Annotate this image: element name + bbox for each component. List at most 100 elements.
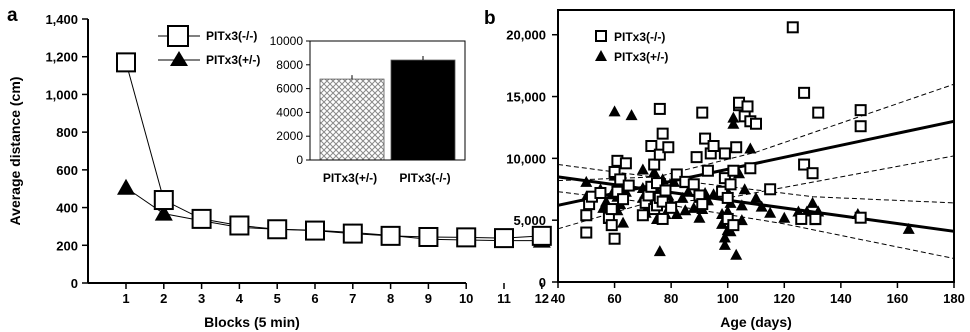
panel-b-square-point (798, 86, 811, 99)
panel-a-x-tick-label: 12 (535, 291, 549, 306)
panel-a-square-point (418, 226, 439, 247)
panel-b-triangle-point (667, 175, 680, 187)
panel-b-triangle-point (727, 117, 740, 129)
panel-a-x-ticks: 1 2 3 4 5 6 7 8 9 10 11 12 (122, 283, 549, 306)
panel-b-square-point (636, 209, 649, 222)
panel-b-square-point (806, 167, 819, 180)
panel-b-triangle-point (625, 109, 638, 121)
panel-b-square-point (730, 141, 743, 154)
legend-label-het: PITx3(+/-) (614, 50, 668, 64)
panel-b-square-point (741, 100, 754, 113)
panel-a-square-point (305, 220, 325, 241)
panel-b-triangle-point (902, 222, 915, 234)
panel-b-square-point (699, 132, 712, 145)
panel-b-triangle-point (718, 238, 731, 250)
panel-a-y-tick-label: 800 (56, 125, 78, 140)
panel-b-y-ticks: 0 5,000 10,000 15,000 20,000 (506, 28, 558, 290)
panel-b-square-point (721, 191, 734, 204)
panel-b-square-point (580, 209, 593, 222)
panel-a-x-tick-label: 6 (311, 291, 318, 306)
panel-b-x-tick-label: 120 (773, 291, 795, 306)
panel-b-square-point (718, 147, 731, 160)
panel-b-square-point (645, 140, 658, 152)
panel-b-square-point (812, 106, 825, 119)
panel-a-y-tick-label: 400 (56, 201, 78, 216)
panel-b-square-point (854, 211, 867, 224)
panel-a-y-ticks: 0 200 400 600 800 1,000 1,200 1,400 (45, 12, 88, 291)
panel-b-triangle-point (738, 183, 751, 195)
panel-b-x-tick-label: 160 (887, 291, 909, 306)
panel-b-square-point (605, 203, 618, 216)
panel-b-square-point (580, 226, 593, 239)
panel-b-triangle-point (744, 142, 757, 154)
panel-b-triangle-point (648, 165, 661, 177)
panel-b-square-point (786, 21, 799, 34)
panel-b-triangle-point (608, 105, 621, 117)
panel-b-label: b (484, 8, 496, 29)
panel-b-triangle-point (682, 185, 695, 197)
inset-y-tick-label: 0 (296, 153, 303, 167)
panel-b-triangle-point (730, 248, 743, 260)
panel-a-square-point (229, 215, 250, 236)
legend-label-ko: PITx3(-/-) (206, 29, 257, 43)
panel-b-square-point (656, 195, 669, 208)
panel-b-triangle-point (750, 191, 762, 203)
panel-a-legend: PITx3(-/-) PITx3(+/-) (158, 25, 260, 67)
panel-b-triangle-point (580, 175, 593, 187)
panel-a-y-tick-label: 1,200 (45, 50, 78, 65)
panel-a-x-tick-label: 5 (274, 291, 281, 306)
panel-b-square-point (744, 162, 757, 175)
legend-label-het: PITx3(+/-) (206, 53, 260, 67)
panel-a-square-point (380, 225, 401, 246)
panel-a-x-label: Blocks (5 min) (204, 314, 300, 330)
panel-b-legend: PITx3(-/-) PITx3(+/-) (595, 30, 668, 64)
inset-y-tick-label: 8000 (276, 58, 303, 72)
inset-y-tick-label: 4000 (276, 105, 303, 119)
panel-a-triangle-point (117, 178, 135, 195)
legend-square-marker (595, 30, 607, 42)
panel-b-square-point (727, 164, 740, 177)
panel-a-y-tick-label: 200 (56, 238, 78, 253)
panel-a-square-point (494, 228, 514, 249)
panel-b-x-tick-label: 100 (717, 291, 739, 306)
panel-b-square-point (665, 201, 678, 214)
panel-a-x-tick-label: 1 (122, 291, 129, 306)
legend-triangle-marker (170, 51, 188, 66)
panel-b-square-point (617, 193, 630, 206)
panel-b-square-point (809, 212, 822, 225)
panel-a-y-tick-label: 0 (71, 276, 78, 291)
panel-a-x-tick-label: 10 (459, 291, 473, 306)
panel-a-square-point (531, 225, 552, 246)
panel-b-triangle-point (617, 216, 630, 228)
panel-b-square-point (798, 158, 811, 171)
panel-b-square-point (614, 173, 627, 186)
panel-b-square-point (696, 198, 709, 211)
panel-b-square-point (795, 212, 808, 225)
inset-bar (390, 59, 456, 161)
panel-b-square-point (648, 158, 661, 171)
panel-b-y-tick-label: 10,000 (506, 151, 546, 166)
panel-b-ci-upper-line (557, 83, 955, 182)
inset-y-tick-label: 10000 (270, 34, 304, 48)
inset-bars (319, 56, 456, 161)
panel-b-x-tick-label: 40 (551, 291, 565, 306)
panel-b-triangle-point (718, 231, 731, 243)
inset-category-ko: PITx3(-/-) (399, 171, 450, 185)
panel-a-series (116, 52, 552, 249)
panel-b-square-point (690, 151, 703, 164)
panel-a-square-point (342, 223, 363, 244)
panel-a-square-point (267, 219, 288, 240)
panel-a-y-tick-label: 1,000 (45, 87, 78, 102)
panel-b-points (580, 21, 915, 260)
panel-b-x-tick-label: 60 (607, 291, 621, 306)
panel-b-square-point (622, 179, 635, 192)
panel-b-y-tick-label: 15,000 (506, 90, 546, 105)
panel-b-square-point (656, 212, 669, 225)
panel-b-square-point (653, 102, 666, 115)
panel-a-x-tick-label: 4 (236, 291, 244, 306)
panel-b-y-tick-label: 5,000 (513, 213, 546, 228)
panel-b-square-point (594, 186, 607, 199)
panel-a-x-tick-label: 2 (160, 291, 167, 306)
panel-a-x-tick-label: 11 (497, 291, 511, 306)
panel-b-square-point (764, 183, 777, 196)
